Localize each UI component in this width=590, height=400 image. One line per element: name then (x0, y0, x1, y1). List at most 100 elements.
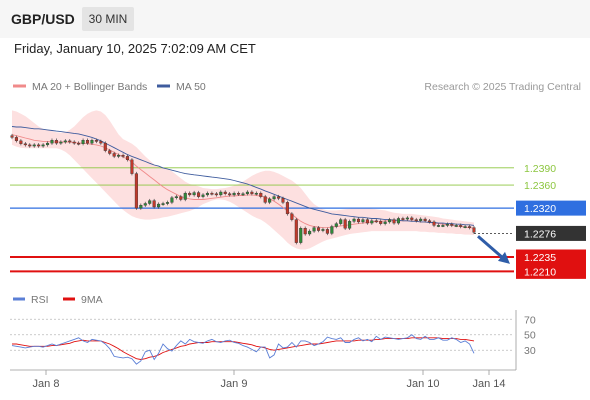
candle-body (316, 227, 321, 231)
rsi-panel: RSI 9MA 70 50 30 (10, 294, 536, 365)
candle-body (343, 219, 347, 229)
candle-body (290, 213, 294, 220)
candle-body (81, 140, 85, 144)
candle-body (401, 218, 405, 220)
candle-body (143, 203, 147, 206)
rsi-legend-label-0: RSI (31, 294, 49, 306)
x-tick-label-1: Jan 9 (221, 378, 248, 390)
candle-body (419, 218, 423, 221)
forecast-arrow-shaft (477, 235, 505, 261)
candle-body (237, 192, 241, 195)
candle-body (348, 221, 352, 229)
x-axis: Jan 8 Jan 9 Jan 10 Jan 14 (10, 310, 517, 390)
candle-body (117, 155, 121, 157)
x-tick-label-2: Jan 10 (406, 378, 439, 390)
candle-body (201, 194, 205, 197)
candle-body (459, 225, 463, 227)
candle-body (223, 191, 227, 194)
candle-body (330, 226, 334, 234)
candle-body (472, 227, 476, 233)
candle-body (179, 196, 183, 200)
candle-body (379, 221, 383, 224)
candle-body (312, 227, 316, 232)
candle-body (205, 192, 209, 196)
candle-body (90, 140, 94, 144)
candle-body (445, 224, 449, 226)
level-label-2: 1.2320 (524, 203, 556, 215)
candle-body (454, 225, 458, 227)
candle-body (228, 193, 232, 196)
candle-body (157, 203, 161, 208)
candle-body (165, 202, 170, 204)
candle-body (303, 228, 307, 235)
rsi-legend-label-1: 9MA (81, 294, 103, 306)
candle-body (321, 229, 325, 231)
candle-body (294, 219, 298, 243)
rsi-tick-1: 50 (524, 330, 536, 342)
level-label-4: 1.2235 (524, 252, 556, 264)
candle-body (46, 142, 50, 146)
candle-body (63, 140, 67, 143)
candle-body (161, 203, 165, 205)
candle-body (219, 191, 223, 196)
candle-body (121, 155, 125, 157)
candle-body (148, 200, 152, 204)
timeframe-button[interactable]: 30 MIN (82, 7, 134, 31)
forecast-arrow-head (498, 251, 510, 264)
candle-body (112, 153, 116, 157)
candle-body (370, 220, 374, 224)
candle-body (214, 193, 218, 196)
candle-body (72, 141, 76, 144)
candle-body (468, 226, 472, 228)
candle-body (259, 192, 263, 197)
candle-body (414, 219, 418, 222)
candle-body (436, 225, 440, 227)
candle-body (152, 200, 156, 208)
candle-body (54, 140, 58, 144)
legend-label-1: MA 50 (176, 81, 206, 93)
candle-body (85, 140, 90, 144)
candle-body (197, 192, 201, 197)
price-legend: MA 20 + Bollinger Bands MA 50 (13, 81, 206, 93)
candle-body (356, 218, 361, 223)
candle-body (241, 193, 245, 196)
candle-body (170, 197, 174, 203)
level-label-1: 1.2360 (524, 180, 556, 192)
candle-body (352, 218, 356, 222)
candle-body (37, 144, 41, 147)
rsi-line (11, 334, 475, 365)
candle-body (392, 219, 396, 224)
candle-body (77, 142, 81, 145)
candle-body (281, 198, 285, 203)
candle-body (405, 217, 409, 220)
candle-body (299, 228, 303, 243)
candle-body (183, 192, 187, 200)
candle-body (254, 192, 258, 195)
candle-body (125, 156, 130, 161)
candle-body (232, 192, 236, 196)
candle-body (374, 220, 378, 223)
candle-body (388, 219, 392, 223)
candle-body (396, 218, 401, 224)
candle-body (59, 141, 63, 144)
candle-body (23, 143, 27, 146)
candle-body (19, 140, 23, 144)
level-box-4 (516, 249, 586, 265)
candle-body (130, 159, 134, 174)
x-tick-label-3: Jan 14 (472, 378, 505, 390)
level-label-5: 1.2210 (524, 266, 556, 278)
candle-body (14, 137, 18, 142)
candle-body (365, 219, 369, 224)
candle-body (277, 196, 281, 199)
candle-body (245, 191, 249, 194)
candle-body (361, 219, 365, 223)
candle-body (463, 226, 467, 228)
candle-body (210, 192, 214, 195)
candle-body (134, 173, 138, 209)
candle-body (432, 221, 436, 226)
candle-body (325, 229, 329, 234)
candle-body (428, 220, 432, 223)
candle-body (108, 150, 112, 154)
candle-body (99, 141, 103, 144)
